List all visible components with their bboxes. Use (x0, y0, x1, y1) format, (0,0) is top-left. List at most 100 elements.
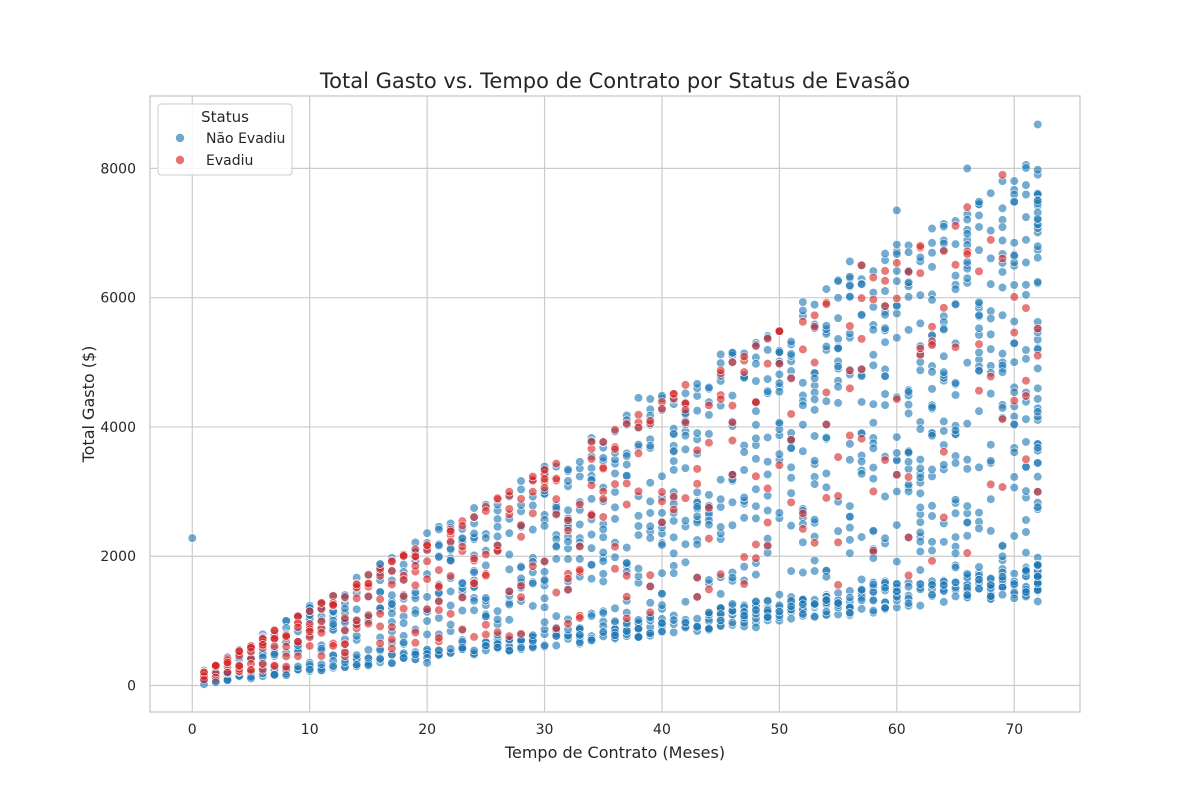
not-churned-point (786, 566, 796, 576)
churned-point (528, 561, 538, 571)
not-churned-point (962, 214, 972, 225)
not-churned-point (939, 597, 949, 607)
churned-point (927, 340, 937, 350)
not-churned-point (1009, 472, 1019, 482)
not-churned-point (927, 580, 937, 590)
churned-point (633, 448, 644, 458)
not-churned-point (739, 492, 749, 503)
not-churned-point (927, 384, 937, 394)
churned-point (786, 373, 796, 383)
churned-point (269, 625, 280, 636)
not-churned-point (997, 572, 1008, 582)
legend-title: Status (201, 108, 249, 126)
churned-point (845, 383, 855, 393)
not-churned-point (856, 456, 867, 467)
not-churned-point (457, 578, 467, 588)
churned-point (833, 537, 843, 547)
not-churned-point (986, 279, 996, 289)
churned-point (481, 570, 491, 581)
not-churned-point (410, 649, 420, 659)
not-churned-point (986, 526, 996, 536)
churned-point (704, 438, 714, 448)
not-churned-point (986, 329, 996, 339)
legend-marker-evadiu (175, 155, 185, 165)
chart-title: Total Gasto vs. Tempo de Contrato por St… (319, 69, 910, 93)
churned-point (551, 474, 561, 484)
not-churned-point (363, 645, 374, 655)
not-churned-point (774, 418, 784, 428)
not-churned-point (469, 596, 479, 606)
churned-point (739, 367, 749, 377)
not-churned-point (492, 531, 503, 541)
churned-point (305, 626, 315, 636)
churned-point (575, 499, 585, 509)
y-tick-label: 6000 (100, 291, 136, 307)
not-churned-point (810, 599, 820, 609)
not-churned-point (845, 455, 855, 465)
not-churned-point (434, 645, 444, 655)
not-churned-point (751, 622, 761, 632)
churned-point (786, 435, 796, 445)
not-churned-point (352, 650, 362, 660)
not-churned-point (927, 464, 937, 475)
not-churned-point (504, 599, 514, 610)
churned-point (716, 365, 726, 376)
churned-point (1033, 487, 1043, 497)
not-churned-point (1021, 290, 1031, 300)
not-churned-point (692, 406, 702, 416)
churned-point (234, 661, 244, 671)
not-churned-point (997, 282, 1008, 293)
churned-point (199, 675, 209, 685)
not-churned-point (516, 476, 526, 486)
not-churned-point (422, 528, 432, 538)
x-axis-label: Tempo de Contrato (Meses) (504, 743, 725, 762)
not-churned-point (915, 536, 925, 547)
scatter-points (187, 119, 1043, 689)
not-churned-point (798, 567, 808, 578)
not-churned-point (892, 308, 902, 319)
not-churned-point (786, 614, 796, 624)
churned-point (375, 621, 385, 632)
churned-point (563, 525, 573, 536)
not-churned-point (786, 521, 796, 531)
churned-point (810, 322, 820, 332)
not-churned-point (903, 387, 914, 397)
not-churned-point (1021, 587, 1031, 597)
not-churned-point (598, 547, 608, 558)
churned-point (892, 394, 902, 404)
churned-point (481, 629, 491, 640)
not-churned-point (551, 611, 561, 621)
churned-point (751, 471, 761, 481)
legend-box (157, 103, 293, 176)
not-churned-point (586, 574, 597, 584)
churned-point (751, 539, 761, 550)
not-churned-point (986, 456, 996, 466)
not-churned-point (492, 642, 503, 653)
churned-point (821, 419, 831, 430)
not-churned-point (751, 513, 761, 523)
not-churned-point (633, 511, 644, 521)
not-churned-point (1033, 277, 1043, 287)
not-churned-point (798, 446, 808, 456)
not-churned-point (892, 249, 902, 259)
not-churned-point (962, 358, 972, 368)
not-churned-point (774, 347, 784, 357)
churned-point (375, 609, 385, 619)
not-churned-point (798, 599, 808, 609)
not-churned-point (774, 589, 784, 600)
churned-point (633, 422, 644, 433)
churned-point (1021, 454, 1031, 464)
churned-point (211, 661, 221, 671)
not-churned-point (939, 416, 949, 427)
not-churned-point (774, 369, 784, 379)
not-churned-point (446, 619, 456, 630)
not-churned-point (1033, 165, 1043, 175)
churned-point (927, 556, 937, 566)
not-churned-point (492, 522, 503, 532)
not-churned-point (680, 557, 691, 567)
not-churned-point (751, 596, 761, 607)
churned-point (610, 479, 620, 489)
not-churned-point (539, 617, 550, 627)
churned-point (798, 317, 808, 327)
not-churned-point (915, 365, 925, 375)
